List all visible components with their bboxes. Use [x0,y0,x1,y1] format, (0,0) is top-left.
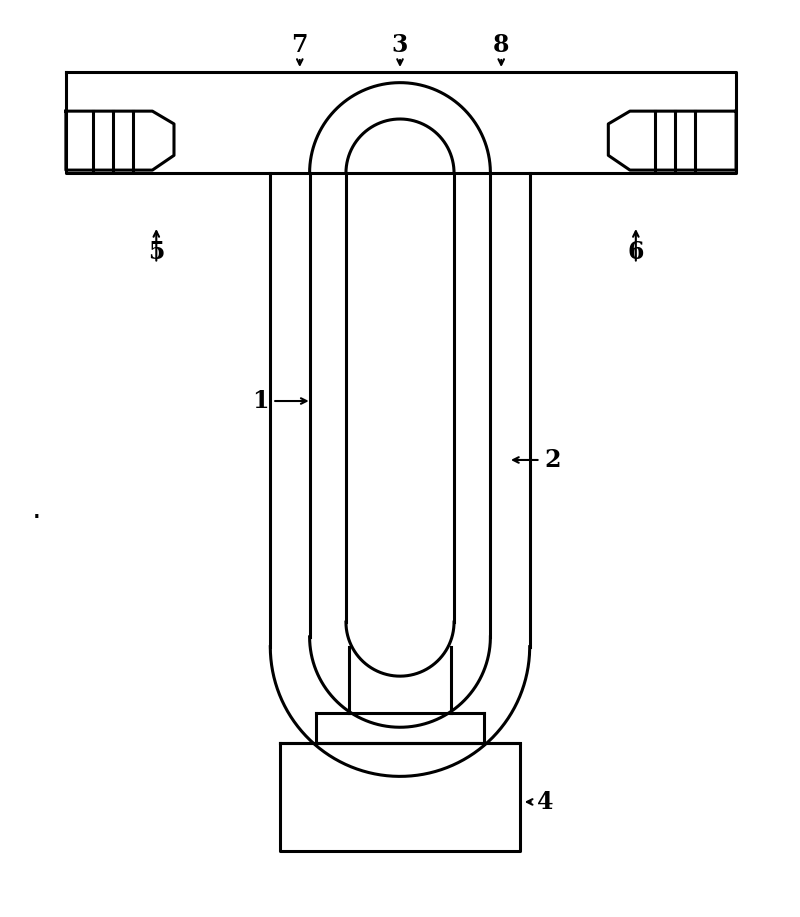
Text: 7: 7 [291,33,308,57]
Text: 4: 4 [537,790,554,814]
Text: 5: 5 [148,239,165,264]
Text: 8: 8 [493,33,510,57]
Text: 6: 6 [627,239,644,264]
Text: .: . [32,494,42,524]
Text: 1: 1 [252,389,269,413]
Text: 3: 3 [392,33,408,57]
Text: 2: 2 [544,448,561,472]
